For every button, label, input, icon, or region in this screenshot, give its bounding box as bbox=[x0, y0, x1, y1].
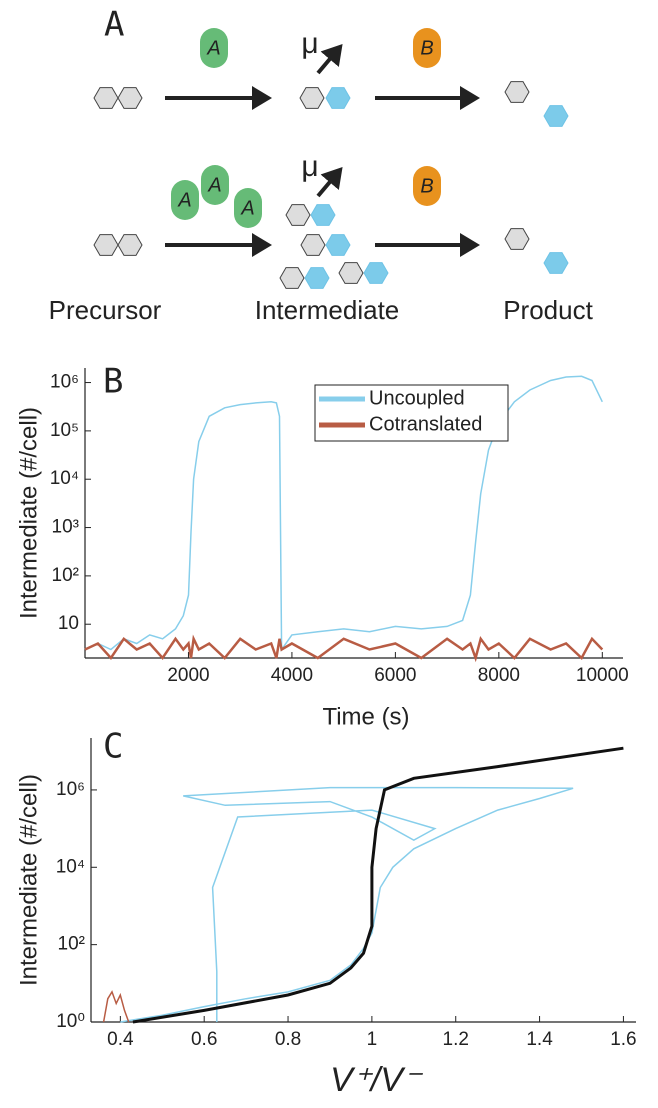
hexagon bbox=[310, 204, 336, 226]
hexagon bbox=[325, 234, 351, 256]
legend-box bbox=[314, 384, 509, 442]
y-tick-label: 10⁴ bbox=[50, 468, 79, 489]
x-tick-label: 2000 bbox=[167, 665, 209, 686]
y-axis-label: Intermediate (#/cell) bbox=[15, 407, 42, 619]
hexagon bbox=[299, 87, 325, 109]
x-tick-label: 0.4 bbox=[107, 1029, 134, 1050]
x-tick-label: 1 bbox=[367, 1029, 378, 1050]
x-tick-label: 4000 bbox=[271, 665, 313, 686]
enzyme-label: B bbox=[420, 37, 433, 59]
hexagon bbox=[504, 81, 530, 103]
series-line bbox=[84, 634, 604, 663]
y-tick-label: 10⁶ bbox=[50, 372, 79, 393]
panel-label: B bbox=[103, 362, 123, 402]
x-tick-label: 10000 bbox=[576, 665, 629, 686]
enzyme bbox=[201, 165, 229, 205]
y-tick-label: 10² bbox=[58, 934, 85, 955]
arrow bbox=[316, 43, 343, 75]
enzyme bbox=[413, 28, 441, 68]
y-tick-label: 10² bbox=[52, 565, 79, 586]
hexagon bbox=[300, 234, 326, 256]
stage-label: Product bbox=[503, 295, 593, 325]
enzyme-label: A bbox=[206, 37, 220, 59]
legend-label: Cotranslated bbox=[369, 413, 482, 435]
hexagon bbox=[363, 262, 389, 284]
enzyme bbox=[200, 28, 228, 68]
panel-label: A bbox=[104, 5, 124, 45]
hexagon bbox=[338, 262, 364, 284]
stage-label: Precursor bbox=[49, 295, 162, 325]
x-tick-label: 1.4 bbox=[526, 1029, 553, 1050]
enzyme-label: A bbox=[240, 197, 254, 219]
stage-label: Intermediate bbox=[255, 295, 400, 325]
y-tick-label: 10⁶ bbox=[56, 779, 85, 800]
enzyme-label: A bbox=[177, 189, 191, 211]
hexagon bbox=[93, 234, 119, 256]
enzyme-label: B bbox=[420, 175, 433, 197]
mutation-label: μ bbox=[301, 150, 318, 183]
hexagon bbox=[279, 267, 305, 289]
enzyme bbox=[171, 180, 199, 220]
hexagon bbox=[285, 204, 311, 226]
legend-label: Uncoupled bbox=[369, 387, 465, 409]
y-tick-label: 10³ bbox=[52, 517, 79, 538]
x-tick-label: 1.6 bbox=[610, 1029, 636, 1050]
x-tick-label: 0.6 bbox=[191, 1029, 217, 1050]
y-tick-label: 10⁰ bbox=[56, 1011, 85, 1032]
x-axis-label: V⁺/V⁻ bbox=[330, 1061, 424, 1099]
x-tick-label: 8000 bbox=[478, 665, 520, 686]
x-axis-label: Time (s) bbox=[322, 703, 409, 730]
y-axis-label: Intermediate (#/cell) bbox=[15, 774, 42, 986]
enzyme bbox=[234, 188, 262, 228]
hexagon bbox=[93, 87, 119, 109]
mutation-label: μ bbox=[301, 27, 318, 60]
series-line bbox=[132, 746, 624, 1024]
series-line bbox=[102, 990, 130, 1023]
hexagon bbox=[543, 105, 569, 127]
hexagon bbox=[543, 252, 569, 274]
x-tick-label: 1.2 bbox=[443, 1029, 469, 1050]
enzyme bbox=[413, 166, 441, 206]
hexagon bbox=[325, 87, 351, 109]
x-tick-label: 6000 bbox=[374, 665, 416, 686]
hexagon bbox=[117, 234, 143, 256]
enzyme-label: A bbox=[207, 174, 221, 196]
y-tick-label: 10⁵ bbox=[50, 420, 79, 441]
panel-label: C bbox=[103, 727, 123, 767]
arrow bbox=[316, 166, 343, 198]
y-tick-label: 10 bbox=[58, 613, 79, 634]
x-tick-label: 0.8 bbox=[275, 1029, 301, 1050]
hexagon bbox=[504, 228, 530, 250]
hexagon bbox=[117, 87, 143, 109]
y-tick-label: 10⁴ bbox=[56, 856, 85, 877]
series-line bbox=[120, 786, 574, 1023]
hexagon bbox=[304, 267, 330, 289]
